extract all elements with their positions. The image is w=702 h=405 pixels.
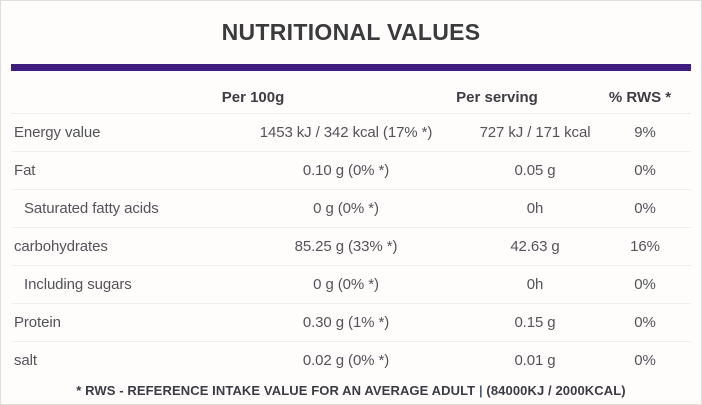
per-serving-value: 0.05 g — [514, 162, 556, 179]
per-serving-value: 727 kJ / 171 kcal — [479, 124, 591, 141]
rws-value: 16% — [630, 238, 660, 255]
per-serving-value: 42.63 g — [510, 238, 560, 255]
nutrient-label: salt — [14, 351, 37, 369]
per-100g-value: 1453 kJ / 342 kcal (17% *) — [259, 124, 433, 141]
table-row: Saturated fatty acids 0 g (0% *) 0h 0% — [11, 190, 691, 228]
column-header-rws: % RWS * — [608, 88, 672, 106]
accent-divider — [11, 64, 691, 71]
rws-value: 0% — [634, 200, 656, 217]
table-row: Energy value 1453 kJ / 342 kcal (17% *) … — [11, 114, 691, 152]
rws-value: 9% — [634, 124, 656, 141]
per-100g-value: 0 g (0% *) — [313, 276, 379, 293]
per-100g-value: 85.25 g (33% *) — [294, 238, 398, 255]
table-row: Protein 0.30 g (1% *) 0.15 g 0% — [11, 304, 691, 342]
rws-value: 0% — [634, 314, 656, 331]
per-serving-value: 0.01 g — [514, 351, 556, 369]
nutrient-label: Energy value — [14, 124, 101, 141]
rws-value: 0% — [634, 162, 656, 179]
per-serving-value: 0.15 g — [514, 314, 556, 331]
column-header-per-100g: Per 100g — [221, 88, 285, 106]
per-100g-value: 0.30 g (1% *) — [302, 314, 390, 331]
table-row: Fat 0.10 g (0% *) 0.05 g 0% — [11, 152, 691, 190]
rws-footnote-text: * RWS - REFERENCE INTAKE VALUE FOR AN AV… — [76, 383, 476, 398]
per-100g-value: 0 g (0% *) — [313, 200, 379, 217]
rws-value: 0% — [634, 351, 656, 369]
rws-footnote: * RWS - REFERENCE INTAKE VALUE FOR AN AV… — [1, 378, 701, 398]
nutrient-label: Fat — [14, 162, 36, 179]
table-row: salt 0.02 g (0% *) 0.01 g 0% — [11, 342, 691, 378]
column-header-per-serving: Per serving — [456, 88, 538, 106]
table-row: carbohydrates 85.25 g (33% *) 42.63 g 16… — [11, 228, 691, 266]
nutrient-label: Saturated fatty acids — [24, 200, 159, 217]
table-body: Energy value 1453 kJ / 342 kcal (17% *) … — [1, 114, 701, 378]
table-header-row: Per 100g Per serving % RWS * — [11, 71, 691, 114]
nutrient-label: Including sugars — [24, 276, 132, 293]
per-serving-value: 0h — [526, 200, 544, 217]
rws-value: 0% — [634, 276, 656, 293]
per-serving-value: 0h — [526, 276, 544, 293]
per-100g-value: 0.10 g (0% *) — [302, 162, 390, 179]
nutrient-label: Protein — [14, 314, 61, 331]
nutrient-label: carbohydrates — [14, 238, 108, 255]
page-title: NUTRITIONAL VALUES — [221, 19, 481, 45]
per-100g-value: 0.02 g (0% *) — [302, 351, 390, 369]
footnote-separator: | — [478, 383, 483, 398]
table-row: Including sugars 0 g (0% *) 0h 0% — [11, 266, 691, 304]
rws-reference-values: (84000KJ / 2000KCAL) — [486, 383, 626, 398]
